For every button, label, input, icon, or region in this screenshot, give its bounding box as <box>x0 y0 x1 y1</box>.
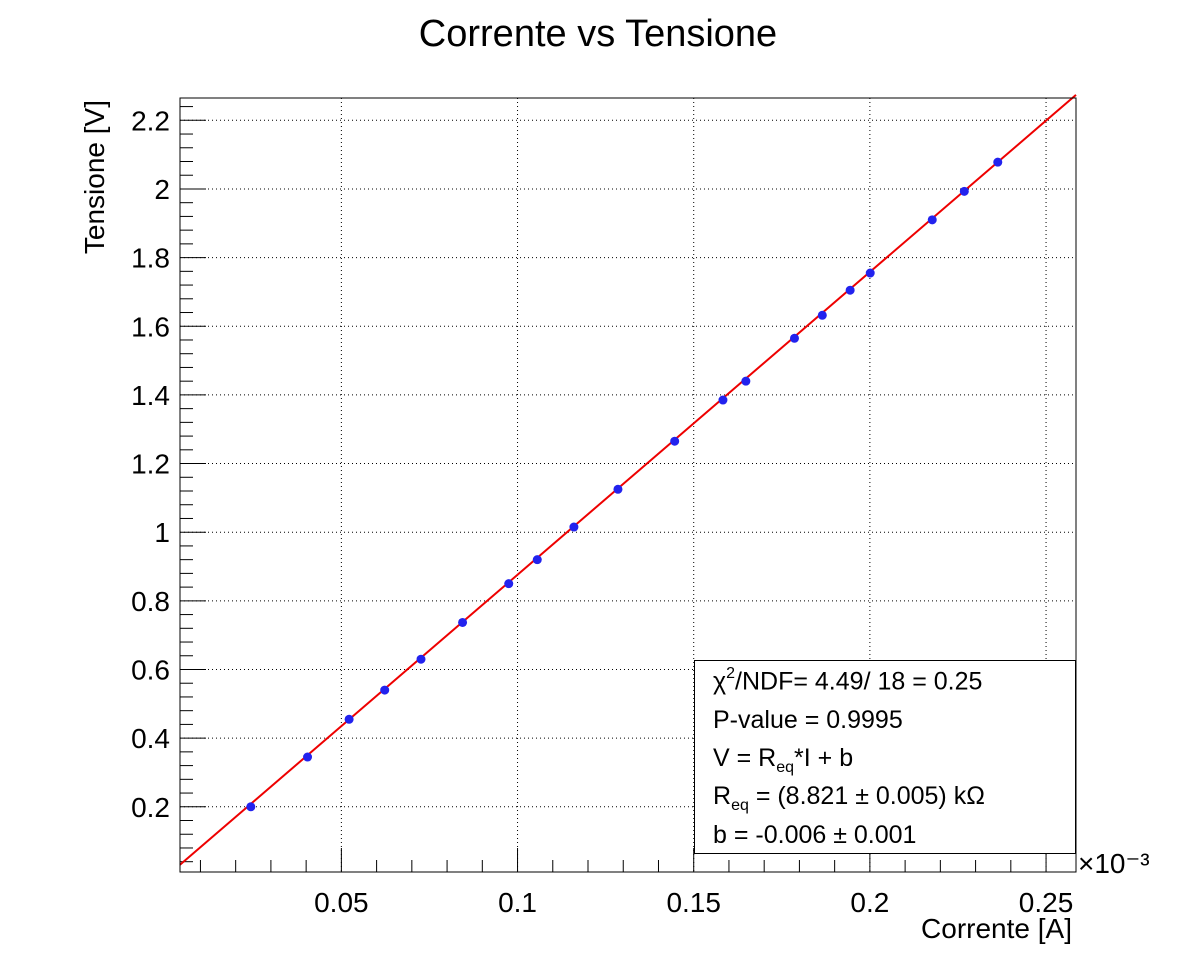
y-tick-label: 1.4 <box>131 380 170 411</box>
data-point <box>670 436 680 446</box>
data-point <box>458 617 468 627</box>
data-point <box>993 157 1003 167</box>
fit-stats-box: χ2/NDF= 4.49/ 18 = 0.25 P-value = 0.9995… <box>694 660 1076 854</box>
plot-frame <box>179 97 1077 873</box>
chi-exponent: 2 <box>726 665 736 682</box>
data-point <box>303 752 313 762</box>
y-tick-label: 1 <box>154 517 170 548</box>
y-tick-label: 1.6 <box>131 311 170 342</box>
y-tick-label: 0.6 <box>131 654 170 685</box>
data-point <box>741 376 751 386</box>
chart-title: Corrente vs Tensione <box>419 13 777 55</box>
req-sub: eq <box>731 797 749 814</box>
req-symbol: R <box>713 782 732 810</box>
x-tick-label: 0.05 <box>314 887 369 918</box>
req-value: = (8.821 ± 0.005) kΩ <box>755 782 985 810</box>
model-rest: *I + b <box>794 744 854 772</box>
b-line: b = -0.006 ± 0.001 <box>713 821 917 849</box>
data-point <box>380 685 390 695</box>
req-line: Req = (8.821 ± 0.005) kΩ <box>713 782 985 815</box>
data-point <box>504 579 514 589</box>
chi-symbol: χ <box>713 667 727 696</box>
data-point <box>613 484 623 494</box>
chi2-line: χ2/NDF= 4.49/ 18 = 0.25 <box>713 665 983 696</box>
data-point <box>718 395 728 405</box>
y-axis-label: Tensione [V] <box>79 100 110 254</box>
data-point <box>344 714 354 724</box>
y-tick-label: 0.4 <box>131 723 170 754</box>
y-tick-label: 1.8 <box>131 243 170 274</box>
fit-line <box>179 94 1077 866</box>
y-tick-label: 0.2 <box>131 792 170 823</box>
data-point <box>845 285 855 295</box>
pvalue-line: P-value = 0.9995 <box>713 706 903 734</box>
data-point <box>927 215 937 225</box>
x-tick-label: 0.2 <box>850 887 889 918</box>
data-point <box>959 186 969 196</box>
x-tick-label: 0.15 <box>666 887 721 918</box>
ndf-text: /NDF= <box>735 667 815 696</box>
chi2-value: 4.49/ 18 = 0.25 <box>814 667 983 696</box>
y-tick-label: 0.8 <box>131 586 170 617</box>
data-point <box>569 522 579 532</box>
data-point <box>865 268 875 278</box>
y-tick-label: 2 <box>154 174 170 205</box>
x-tick-label: 0.1 <box>498 887 537 918</box>
model-v: V = R <box>713 744 777 772</box>
x-multiplier: ×10⁻³ <box>1078 848 1150 879</box>
y-tick-label: 2.2 <box>131 105 170 136</box>
data-point <box>817 310 827 320</box>
ticks: 0.05 0.1 0.15 0.2 0.25 0.2 0.4 0.6 0.8 1 1.2 1.4 1.6… <box>131 105 1073 918</box>
data-point <box>532 555 542 565</box>
fit-line-group <box>179 94 1077 866</box>
model-req-sub: eq <box>776 759 795 776</box>
y-tick-label: 1.2 <box>131 449 170 480</box>
data-point <box>246 802 256 812</box>
x-axis-label: Corrente [A] <box>921 913 1072 944</box>
points-group <box>246 157 1003 812</box>
x-tick-label: 0.25 <box>1019 887 1074 918</box>
data-point <box>789 333 799 343</box>
data-point <box>416 654 426 664</box>
model-line: V = Req*I + b <box>713 744 853 777</box>
